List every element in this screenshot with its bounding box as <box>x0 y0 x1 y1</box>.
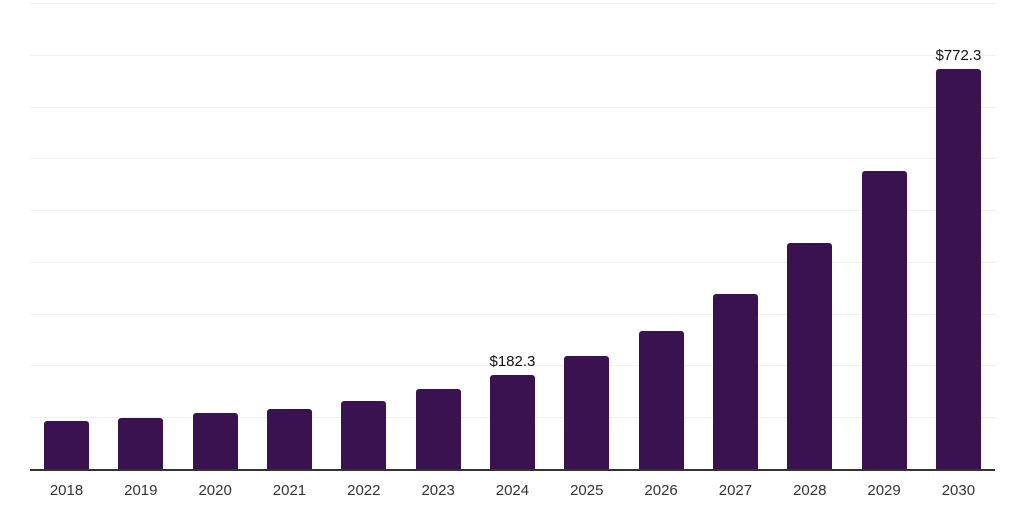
gridline-400 <box>30 261 995 263</box>
x-tick-2024: 2024 <box>495 482 530 499</box>
bar-2024 <box>489 374 535 469</box>
data-label-2024: $182.3 <box>489 352 536 370</box>
bar-2025 <box>564 356 610 469</box>
gridline-700 <box>30 106 995 108</box>
bar-2030 <box>935 69 981 469</box>
x-tick-2026: 2026 <box>644 482 678 499</box>
plot-area: $182.3 $772.3 <box>30 3 995 471</box>
bar-2020 <box>192 413 238 469</box>
x-axis-labels: 2018 2019 2020 2021 2022 2023 2024 2025 2026 2027… <box>30 482 995 506</box>
bar-2029 <box>861 171 907 469</box>
x-tick-2028: 2028 <box>793 482 827 499</box>
bar-2028 <box>787 242 833 469</box>
bar-2027 <box>712 293 758 469</box>
gridline-500 <box>30 210 995 212</box>
bar-2026 <box>638 330 684 469</box>
bar-2019 <box>118 417 164 469</box>
gridline-600 <box>30 158 995 160</box>
x-tick-2019: 2019 <box>124 482 158 499</box>
gridline-300 <box>30 313 995 315</box>
x-tick-2022: 2022 <box>347 482 381 499</box>
bar-2023 <box>415 389 461 469</box>
gridline-900 <box>30 3 995 4</box>
x-tick-2021: 2021 <box>272 482 307 499</box>
gridline-200 <box>30 365 995 367</box>
data-label-2030: $772.3 <box>935 47 982 65</box>
x-tick-2025: 2025 <box>570 482 604 499</box>
x-tick-2020: 2020 <box>198 482 232 499</box>
bar-2018 <box>44 421 89 469</box>
bar-2021 <box>266 408 312 469</box>
x-tick-2029: 2029 <box>867 482 901 499</box>
gridline-800 <box>30 54 995 56</box>
x-tick-2023: 2023 <box>421 482 455 499</box>
x-tick-2030: 2030 <box>941 482 976 499</box>
x-tick-2018: 2018 <box>49 482 84 499</box>
x-tick-2027: 2027 <box>718 482 753 499</box>
bar-2022 <box>341 400 387 469</box>
